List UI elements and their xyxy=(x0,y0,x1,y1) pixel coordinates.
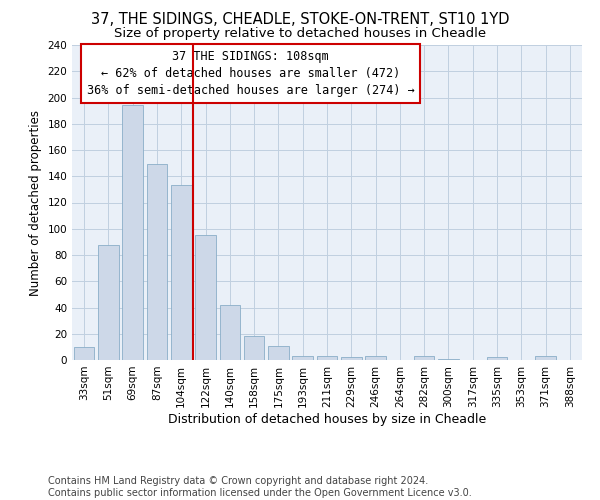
Bar xyxy=(220,305,240,360)
Bar xyxy=(317,356,337,360)
Bar xyxy=(292,356,313,360)
Bar xyxy=(122,106,143,360)
Bar xyxy=(438,358,459,360)
Bar xyxy=(535,356,556,360)
Bar xyxy=(98,244,119,360)
X-axis label: Distribution of detached houses by size in Cheadle: Distribution of detached houses by size … xyxy=(168,412,486,426)
Y-axis label: Number of detached properties: Number of detached properties xyxy=(29,110,42,296)
Bar xyxy=(341,358,362,360)
Bar xyxy=(365,356,386,360)
Bar xyxy=(268,346,289,360)
Text: 37 THE SIDINGS: 108sqm
← 62% of detached houses are smaller (472)
36% of semi-de: 37 THE SIDINGS: 108sqm ← 62% of detached… xyxy=(86,50,415,96)
Bar xyxy=(487,358,508,360)
Bar xyxy=(195,236,216,360)
Text: Contains HM Land Registry data © Crown copyright and database right 2024.
Contai: Contains HM Land Registry data © Crown c… xyxy=(48,476,472,498)
Bar xyxy=(414,356,434,360)
Bar xyxy=(244,336,265,360)
Bar xyxy=(171,186,191,360)
Text: Size of property relative to detached houses in Cheadle: Size of property relative to detached ho… xyxy=(114,28,486,40)
Bar xyxy=(74,347,94,360)
Text: 37, THE SIDINGS, CHEADLE, STOKE-ON-TRENT, ST10 1YD: 37, THE SIDINGS, CHEADLE, STOKE-ON-TRENT… xyxy=(91,12,509,28)
Bar xyxy=(146,164,167,360)
